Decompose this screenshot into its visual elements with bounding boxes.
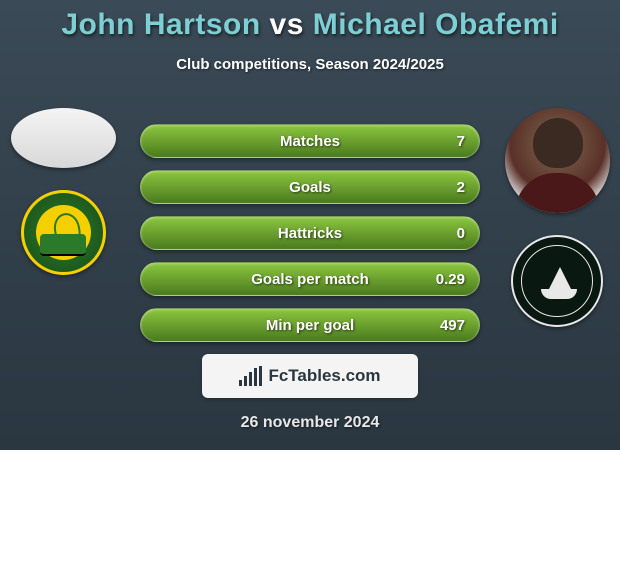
stat-label: Min per goal — [266, 317, 354, 334]
player1-name: John Hartson — [61, 8, 260, 41]
vs-text: vs — [270, 8, 304, 41]
stat-pill: Goals per match 0.29 — [140, 262, 480, 296]
comparison-card: John Hartson vs Michael Obafemi Club com… — [0, 0, 620, 450]
subtitle: Club competitions, Season 2024/2025 — [0, 56, 620, 73]
stat-row: Goals 2 — [0, 164, 620, 210]
stat-row: Min per goal 497 — [0, 302, 620, 348]
stat-pill: Goals 2 — [140, 170, 480, 204]
brand-text: FcTables.com — [268, 366, 380, 386]
stat-label: Hattricks — [278, 225, 342, 242]
stat-value: 7 — [457, 133, 465, 150]
stat-label: Goals — [289, 179, 331, 196]
stat-value: 0.29 — [436, 271, 465, 288]
stat-row: Hattricks 0 — [0, 210, 620, 256]
brand-badge: FcTables.com — [202, 354, 418, 398]
date-text: 26 november 2024 — [0, 414, 620, 432]
stat-value: 2 — [457, 179, 465, 196]
stats-list: Matches 7 Goals 2 Hattricks 0 Goals per match 0… — [0, 118, 620, 348]
stat-label: Goals per match — [251, 271, 369, 288]
stat-row: Matches 7 — [0, 118, 620, 164]
brand-bars-icon — [239, 366, 262, 386]
stat-label: Matches — [280, 133, 340, 150]
stat-pill: Hattricks 0 — [140, 216, 480, 250]
stat-row: Goals per match 0.29 — [0, 256, 620, 302]
stat-value: 497 — [440, 317, 465, 334]
stat-pill: Matches 7 — [140, 124, 480, 158]
player2-name: Michael Obafemi — [313, 8, 559, 41]
stat-value: 0 — [457, 225, 465, 242]
page-title: John Hartson vs Michael Obafemi — [0, 8, 620, 42]
stat-pill: Min per goal 497 — [140, 308, 480, 342]
